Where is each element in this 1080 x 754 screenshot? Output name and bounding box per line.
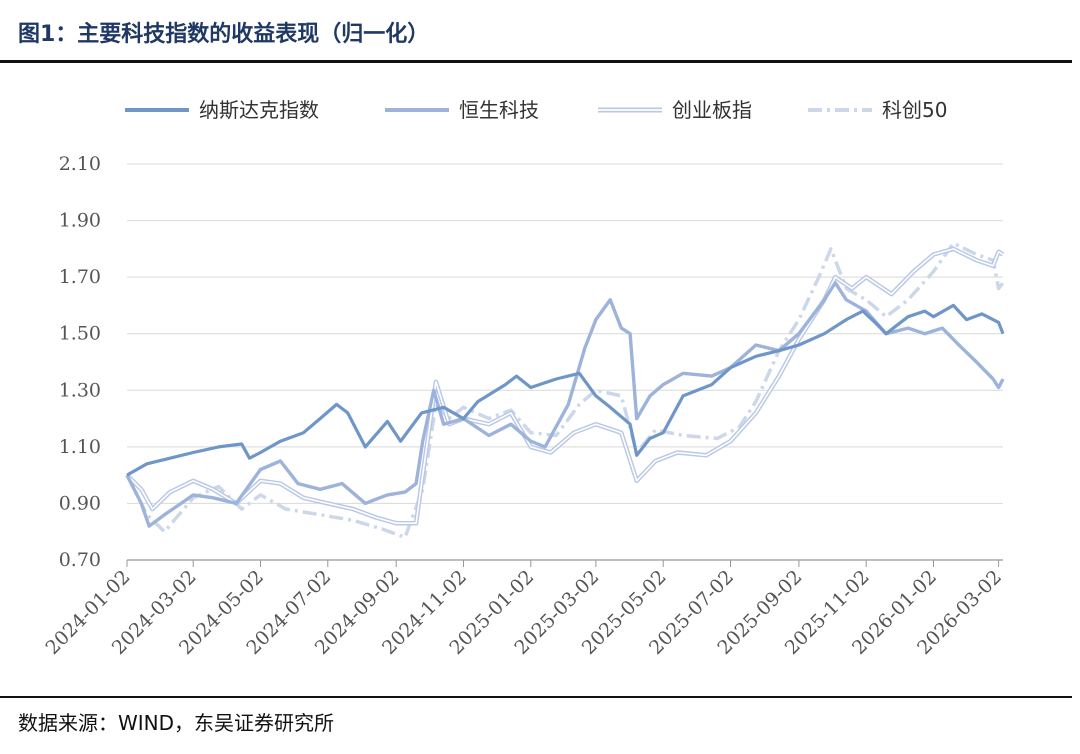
page-title: 图1：主要科技指数的收益表现（归一化） [18, 22, 430, 47]
series-line-3-inner [126, 248, 1004, 524]
legend-label-1: 纳斯达克指数 [199, 98, 319, 122]
legend-label-4: 科创50 [882, 98, 947, 122]
title-divider [0, 60, 1072, 63]
y-tick-label: 0.70 [59, 549, 101, 571]
legend-label-2: 恒生科技 [459, 98, 539, 122]
footer-divider [0, 696, 1072, 698]
y-tick-label: 1.30 [59, 379, 101, 401]
series-line-1 [126, 303, 1005, 477]
y-tick-label: 1.70 [59, 266, 101, 288]
y-tick-label: 1.90 [59, 210, 101, 232]
series-lines [125, 241, 1005, 540]
x-axis: 2024-01-022024-03-022024-05-022024-07-02… [42, 559, 1006, 659]
series-line-4 [125, 241, 1005, 540]
grid-lines [127, 163, 1003, 504]
legend-label-3: 创业板指 [672, 98, 752, 122]
legend: 纳斯达克指数 恒生科技 创业板指 科创50 [125, 98, 947, 122]
y-tick-label: 1.10 [59, 436, 101, 458]
line-chart: 纳斯达克指数 恒生科技 创业板指 科创50 0.70 0.90 1.10 1.30 1.50 1… [42, 98, 1007, 659]
source-note: 数据来源：WIND，东吴证券研究所 [18, 711, 335, 735]
y-tick-label: 0.90 [59, 492, 101, 514]
y-tick-label: 1.50 [59, 323, 101, 345]
y-axis: 0.70 0.90 1.10 1.30 1.50 1.70 1.90 2.10 [59, 153, 101, 571]
y-tick-label: 2.10 [59, 153, 101, 175]
